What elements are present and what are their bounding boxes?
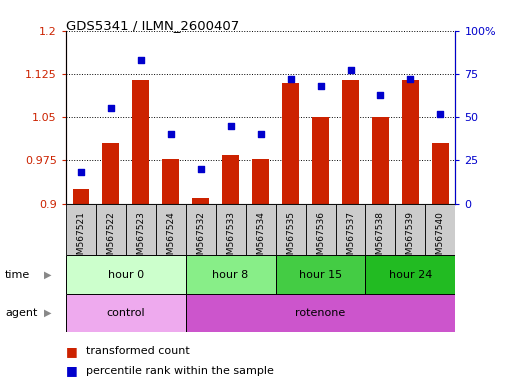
Bar [132, 79, 148, 204]
Point [316, 83, 324, 89]
Text: hour 0: hour 0 [108, 270, 143, 280]
Text: control: control [106, 308, 145, 318]
Bar [305, 204, 335, 255]
Bar [245, 204, 275, 255]
Text: GSM567534: GSM567534 [256, 211, 265, 266]
Text: ▶: ▶ [44, 270, 52, 280]
Text: hour 8: hour 8 [212, 270, 248, 280]
Point [196, 166, 205, 172]
Text: GSM567539: GSM567539 [405, 211, 414, 266]
Text: GSM567533: GSM567533 [226, 211, 235, 266]
Text: GSM567523: GSM567523 [136, 211, 145, 266]
Bar [95, 204, 125, 255]
Text: time: time [5, 270, 30, 280]
Bar [185, 204, 215, 255]
Text: hour 24: hour 24 [388, 270, 431, 280]
Bar [185, 294, 454, 332]
Point [77, 169, 85, 175]
Text: GSM567537: GSM567537 [345, 211, 355, 266]
Bar [103, 143, 119, 204]
Text: GDS5341 / ILMN_2600407: GDS5341 / ILMN_2600407 [66, 19, 238, 32]
Bar [425, 204, 454, 255]
Bar [431, 143, 448, 204]
Bar [192, 198, 209, 204]
Point [107, 106, 115, 112]
Bar [401, 79, 418, 204]
Text: GSM567524: GSM567524 [166, 211, 175, 266]
Text: agent: agent [5, 308, 37, 318]
Bar [335, 204, 365, 255]
Text: rotenone: rotenone [295, 308, 345, 318]
Bar [395, 204, 425, 255]
Point [435, 111, 443, 117]
Text: GSM567540: GSM567540 [435, 211, 444, 266]
Point [286, 76, 294, 82]
Point [256, 131, 264, 137]
Bar [215, 204, 245, 255]
Bar [312, 117, 328, 204]
Text: hour 15: hour 15 [298, 270, 341, 280]
Bar [185, 255, 275, 294]
Bar [125, 204, 156, 255]
Text: ■: ■ [66, 364, 77, 377]
Text: GSM567538: GSM567538 [375, 211, 384, 266]
Bar [282, 83, 298, 204]
Text: GSM567532: GSM567532 [196, 211, 205, 266]
Bar [372, 117, 388, 204]
Point [376, 91, 384, 98]
Bar [341, 79, 358, 204]
Bar [66, 204, 95, 255]
Bar [365, 204, 395, 255]
Text: percentile rank within the sample: percentile rank within the sample [86, 366, 273, 376]
Text: GSM567535: GSM567535 [285, 211, 294, 266]
Text: ▶: ▶ [44, 308, 52, 318]
Text: ■: ■ [66, 345, 77, 358]
Bar [222, 154, 238, 204]
Bar [162, 159, 179, 204]
Bar [365, 255, 455, 294]
Bar [252, 159, 268, 204]
Point [136, 57, 144, 63]
Bar [156, 204, 185, 255]
Text: GSM567536: GSM567536 [316, 211, 324, 266]
Point [166, 131, 174, 137]
Text: GSM567521: GSM567521 [76, 211, 85, 266]
Point [346, 67, 354, 73]
Bar [275, 204, 305, 255]
Bar [66, 255, 185, 294]
Bar [66, 294, 185, 332]
Text: GSM567522: GSM567522 [106, 211, 115, 266]
Bar [275, 255, 365, 294]
Point [406, 76, 414, 82]
Point [226, 123, 234, 129]
Bar [72, 189, 89, 204]
Text: transformed count: transformed count [86, 346, 189, 356]
